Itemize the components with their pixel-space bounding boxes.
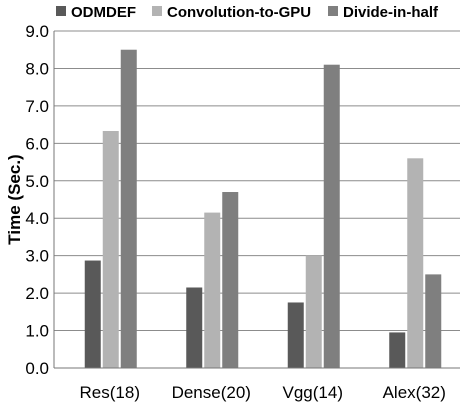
legend-label: ODMDEF — [71, 4, 136, 21]
x-axis-categories: Res(18) Dense(20) Vgg(14) Alex(32) — [80, 383, 446, 402]
y-tick-label: 2.0 — [25, 284, 49, 303]
y-tick-label: 7.0 — [25, 97, 49, 116]
bar-divide-in-half — [425, 274, 442, 368]
y-tick-label: 0.0 — [25, 359, 49, 378]
legend-swatch — [152, 6, 162, 16]
x-category-label: Alex(32) — [383, 383, 446, 402]
bar-divide-in-half — [222, 192, 239, 368]
legend-label: Divide-in-half — [343, 4, 439, 21]
y-axis-title: Time (Sec.) — [5, 154, 24, 244]
bar-odmdef — [389, 332, 406, 368]
legend-label: Convolution-to-GPU — [167, 4, 311, 21]
y-tick-label: 6.0 — [25, 134, 49, 153]
x-category-label: Res(18) — [80, 383, 140, 402]
legend-swatch — [56, 6, 66, 16]
y-tick-label: 1.0 — [25, 322, 49, 341]
y-tick-label: 9.0 — [25, 22, 49, 41]
bars — [84, 49, 442, 368]
y-axis-ticks: 0.0 1.0 2.0 3.0 4.0 5.0 6.0 7.0 8.0 9.0 — [25, 22, 49, 378]
legend: ODMDEF Convolution-to-GPU Divide-in-half — [56, 4, 439, 21]
bar-divide-in-half — [323, 64, 340, 368]
bar-divide-in-half — [120, 49, 137, 368]
x-category-label: Dense(20) — [172, 383, 251, 402]
bar-convolution-to-gpu — [407, 158, 424, 368]
y-tick-label: 8.0 — [25, 59, 49, 78]
y-tick-label: 5.0 — [25, 172, 49, 191]
bar-convolution-to-gpu — [204, 212, 221, 368]
legend-swatch — [328, 6, 338, 16]
bar-odmdef — [186, 287, 203, 368]
bar-odmdef — [84, 260, 101, 368]
y-tick-label: 3.0 — [25, 247, 49, 266]
y-tick-label: 4.0 — [25, 209, 49, 228]
bar-odmdef — [287, 302, 304, 368]
bar-convolution-to-gpu — [102, 130, 119, 368]
x-category-label: Vgg(14) — [283, 383, 343, 402]
bar-convolution-to-gpu — [305, 255, 322, 368]
